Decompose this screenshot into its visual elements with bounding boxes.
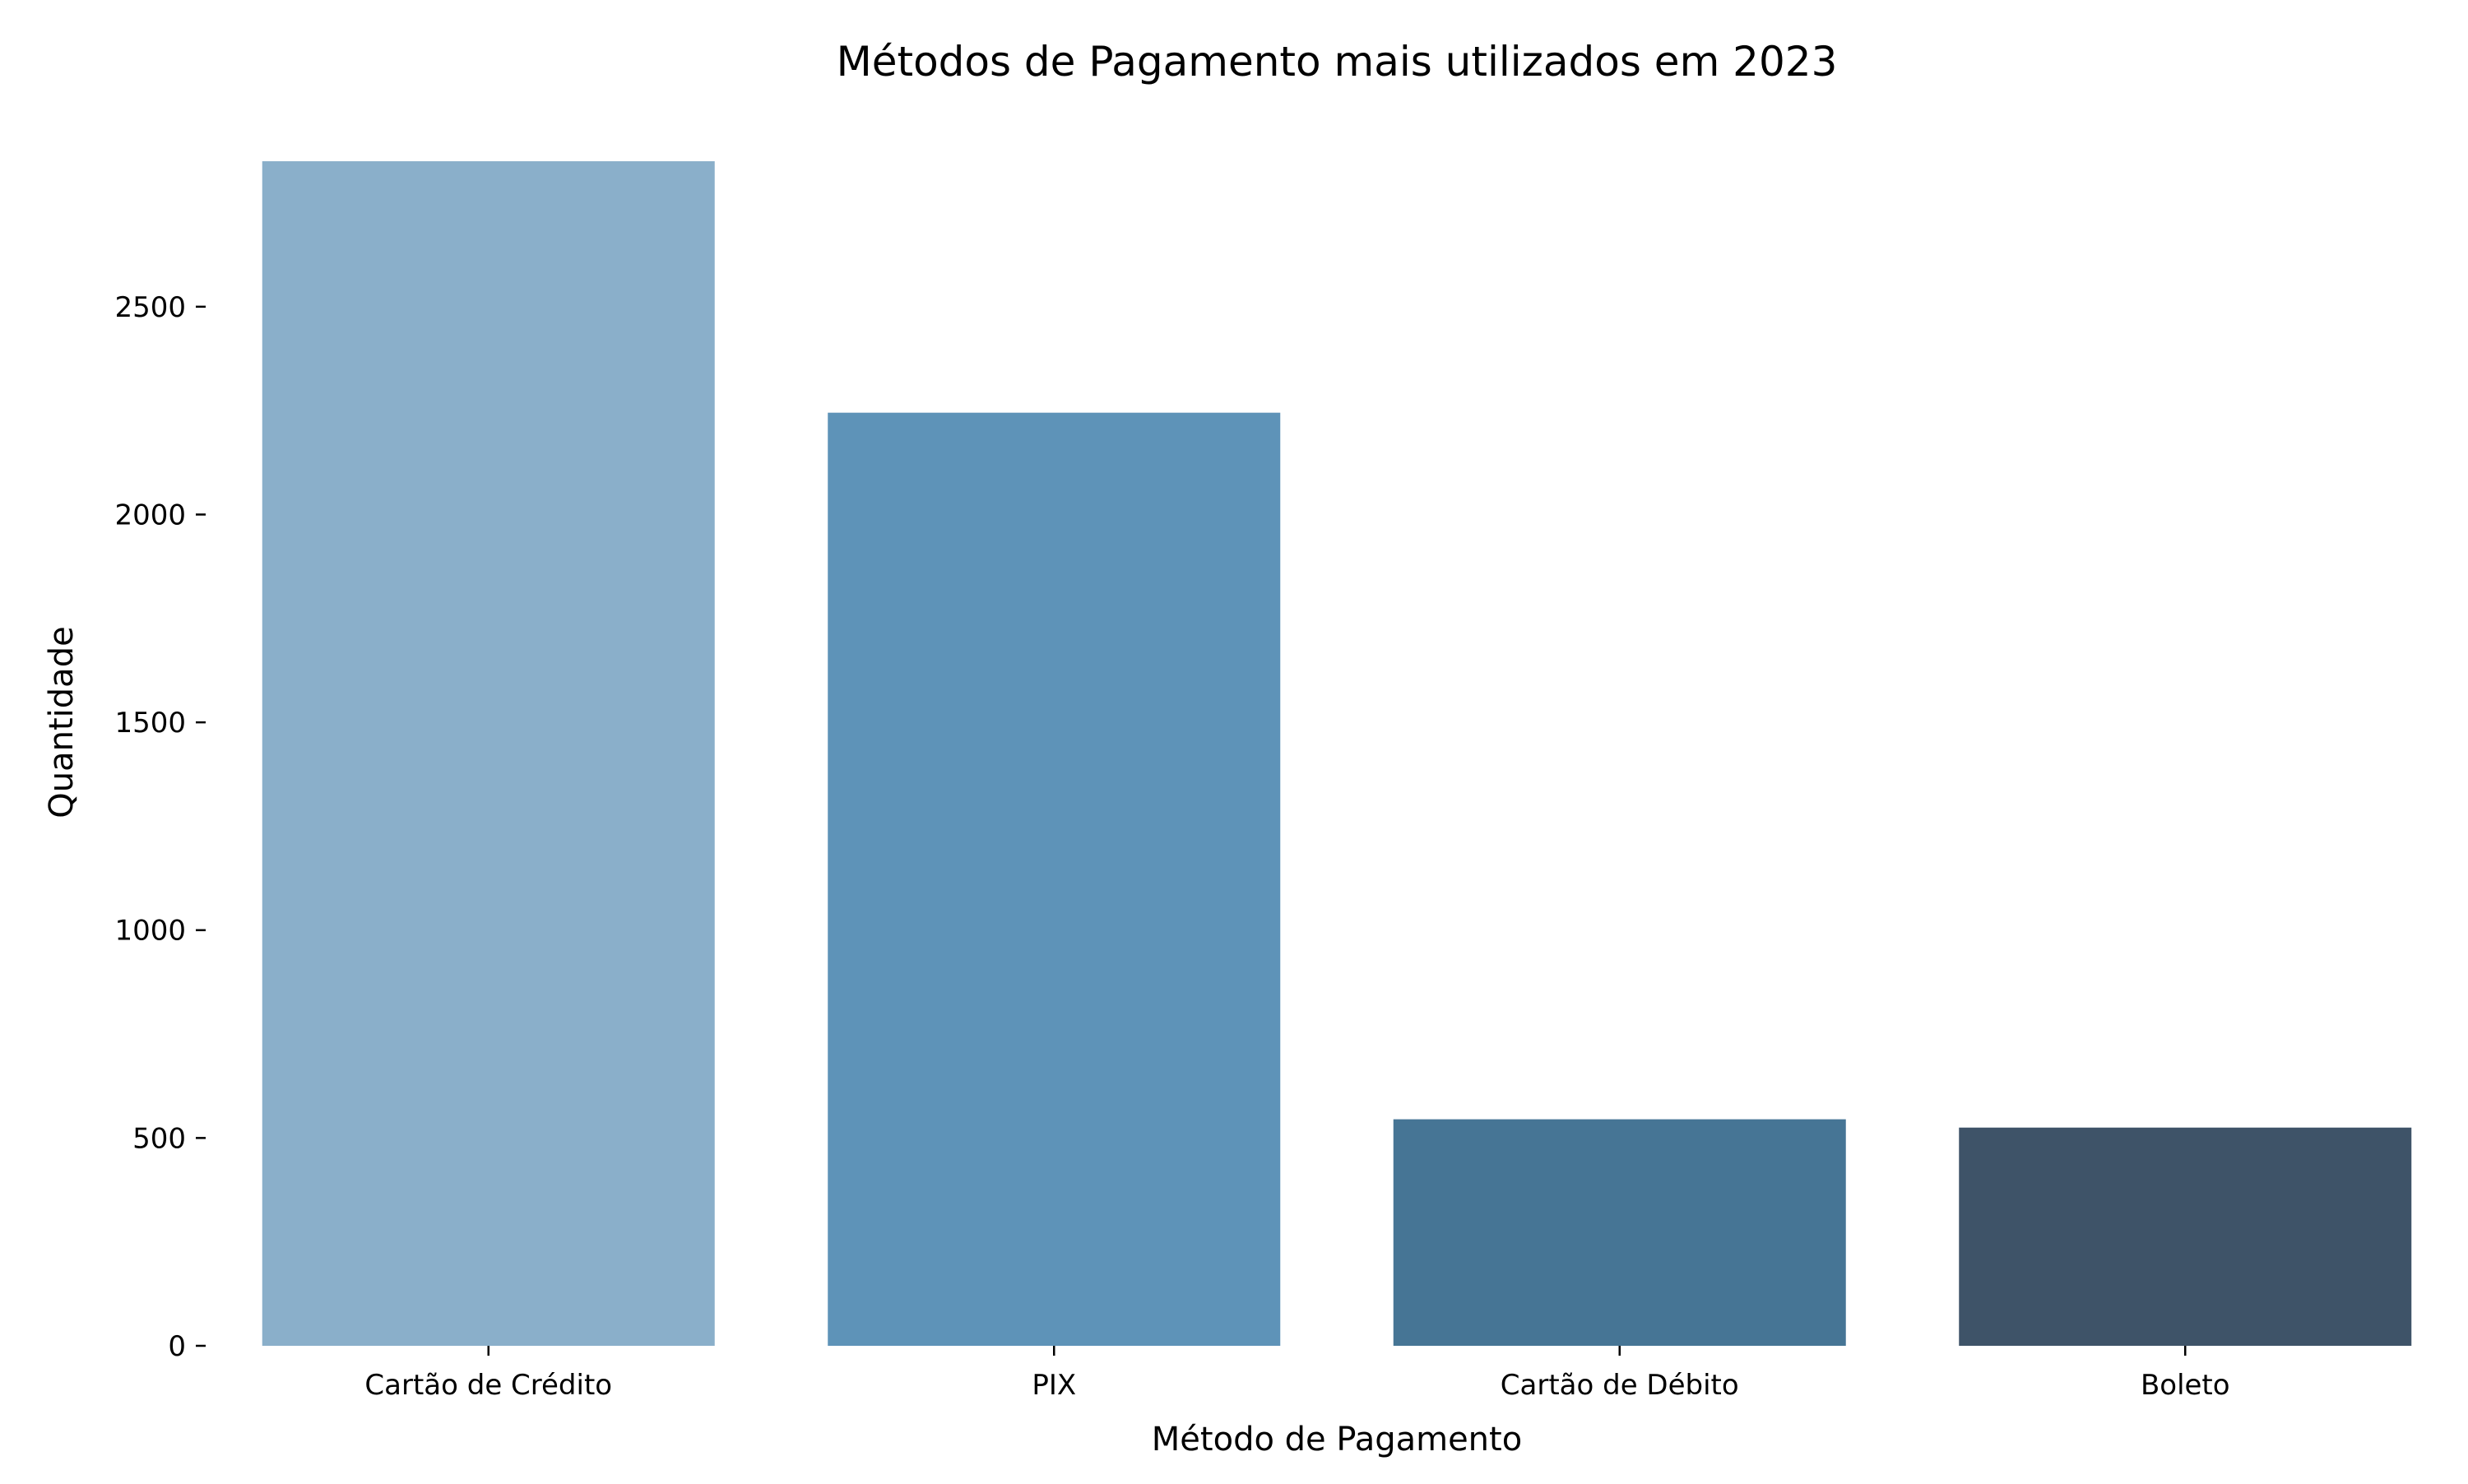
y-tick-label: 2000 [114, 499, 186, 531]
y-tick-label: 500 [132, 1122, 186, 1155]
y-axis-label: Quantidade [43, 626, 81, 818]
x-tick-label: Boleto [2141, 1369, 2230, 1402]
bar-boleto [1959, 1127, 2412, 1346]
y-tick-label: 1500 [114, 707, 186, 740]
chart-title: Métodos de Pagamento mais utilizados em … [837, 38, 1838, 86]
y-tick-label: 2500 [114, 291, 186, 324]
x-axis-label: Método de Pagamento [1152, 1421, 1522, 1458]
bars-layer [262, 161, 2412, 1346]
x-tick-label: Cartão de Crédito [364, 1369, 612, 1402]
y-tick-label: 1000 [114, 915, 186, 948]
bar-cartao-de-debito [1393, 1119, 1846, 1346]
bar-pix [828, 412, 1281, 1346]
y-tick-label: 0 [168, 1330, 186, 1363]
bar-cartao-de-credito [262, 161, 715, 1346]
x-axis: Cartão de Crédito PIX Cartão de Débito Bole… [364, 1346, 2230, 1402]
x-tick-label: Cartão de Débito [1501, 1369, 1739, 1402]
y-axis: 0 500 1000 1500 2000 2500 [114, 291, 206, 1363]
x-tick-label: PIX [1032, 1369, 1076, 1402]
